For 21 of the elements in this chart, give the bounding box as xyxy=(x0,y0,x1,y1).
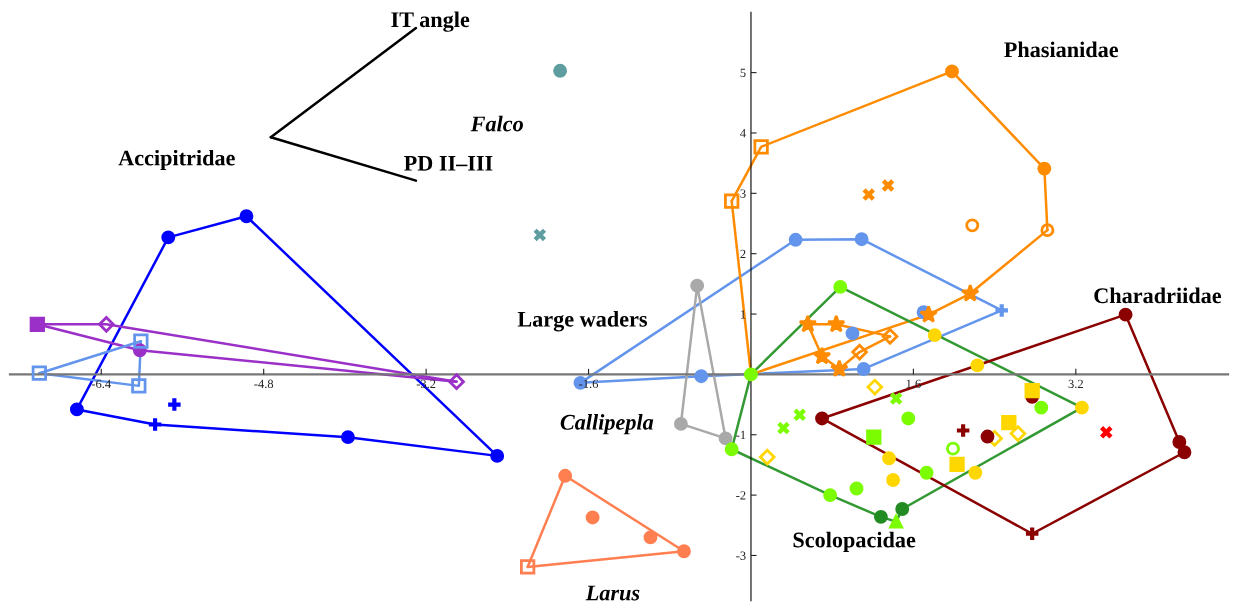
y-tick-label: -2 xyxy=(736,491,746,500)
x-tick-label: 3.2 xyxy=(1068,379,1083,389)
y-tick-label: 4 xyxy=(740,129,746,138)
annotation: Callipepla xyxy=(560,414,654,435)
y-tick-label: 3 xyxy=(740,189,746,198)
annotation: IT angle xyxy=(391,11,470,32)
annotation: Falco xyxy=(470,115,523,132)
annotation: Phasianidae xyxy=(1004,41,1119,58)
annotation: PD II–III xyxy=(404,156,493,171)
annotation: Larus xyxy=(585,585,640,601)
annotation: Accipitridae xyxy=(118,149,235,171)
y-tick-label: 2 xyxy=(740,249,746,259)
y-tick-label: 1 xyxy=(740,310,746,319)
annotation: Scolopacidae xyxy=(793,531,916,552)
annotation: Charadriidae xyxy=(1094,287,1222,304)
y-tick-label: -1 xyxy=(736,430,746,440)
y-tick-label: 5 xyxy=(740,68,746,78)
annotation: Large waders xyxy=(517,311,648,332)
x-tick-label: -4.8 xyxy=(254,379,274,389)
y-tick-label: -3 xyxy=(736,551,746,560)
x-tick-label: -6.4 xyxy=(91,379,111,389)
